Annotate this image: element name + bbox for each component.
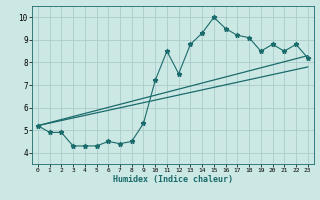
X-axis label: Humidex (Indice chaleur): Humidex (Indice chaleur) xyxy=(113,175,233,184)
